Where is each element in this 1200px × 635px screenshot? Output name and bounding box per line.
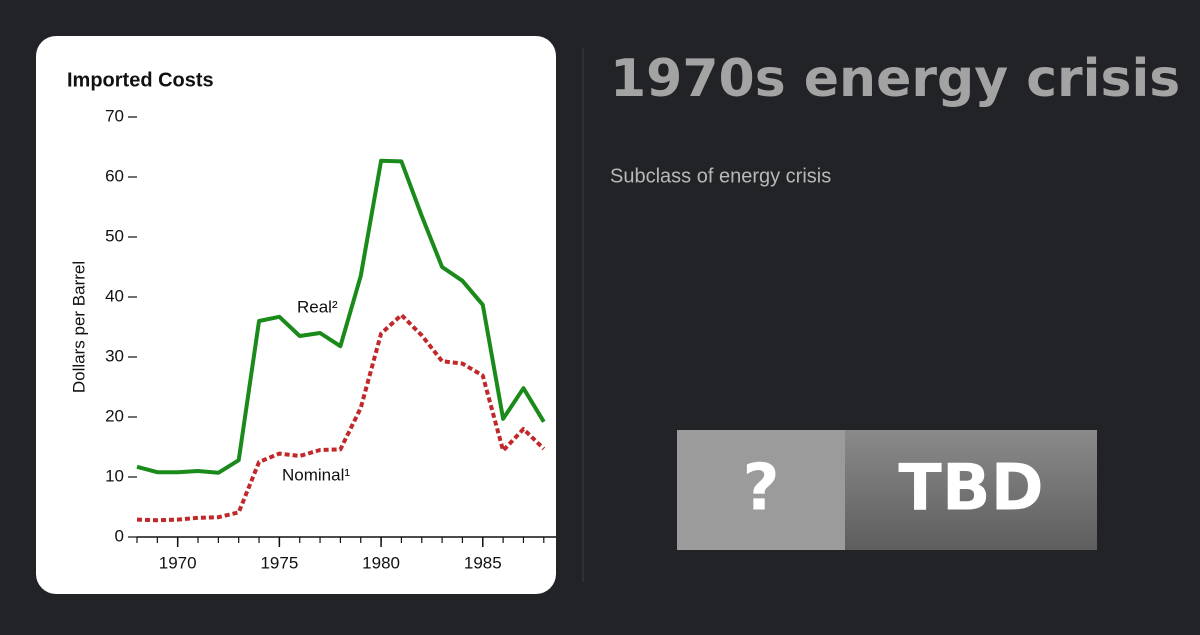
- image-card: [36, 36, 556, 594]
- chart-title: Imported Costs: [67, 69, 214, 91]
- page-title: 1970s energy crisis: [610, 49, 1180, 109]
- y-tick-label: 20: [105, 406, 124, 425]
- x-tick-label: 1985: [464, 553, 502, 572]
- x-tick-label: 1975: [260, 553, 298, 572]
- badge-text: TBD: [898, 452, 1044, 526]
- chart: Imported Costs Dollars per Barrel 0 10 20 3…: [67, 69, 556, 572]
- y-tick-label: 10: [105, 466, 124, 485]
- series-line: [136, 158, 546, 475]
- y-tick-label: 30: [105, 346, 124, 365]
- y-tick-label: 0: [115, 526, 124, 545]
- badge-text-box: [845, 430, 1097, 550]
- badge-icon-box: [677, 430, 845, 550]
- badge-icon: ?: [742, 452, 779, 526]
- y-tick-label: 40: [105, 286, 124, 305]
- x-tick-label: 1980: [362, 553, 400, 572]
- y-axis-label: Dollars per Barrel: [69, 261, 88, 393]
- series-annotation: Nominal¹: [282, 465, 350, 484]
- x-tick-label: 1970: [159, 553, 197, 572]
- series-annotation: Real²: [297, 297, 338, 316]
- subtitle: Subclass of energy crisis: [610, 165, 831, 187]
- series-line: [136, 313, 546, 523]
- y-tick-label: 50: [105, 226, 124, 245]
- y-tick-label: 60: [105, 166, 124, 185]
- y-tick-label: 70: [105, 106, 124, 125]
